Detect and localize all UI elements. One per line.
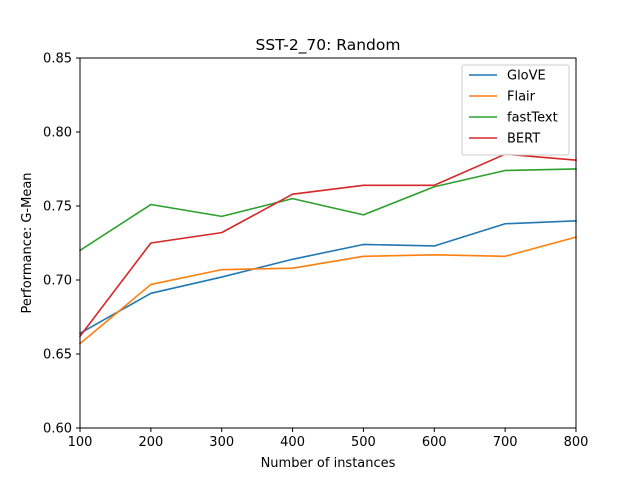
y-tick-label: 0.80: [43, 126, 72, 141]
legend-box: [461, 64, 570, 156]
plot-frame: [79, 57, 577, 429]
x-tick-label: 500: [351, 435, 376, 450]
y-tick-label: 0.75: [43, 200, 72, 215]
x-tick-label: 600: [422, 435, 447, 450]
y-axis: 0.60 0.65 0.70 0.75 0.80 0.85: [43, 52, 80, 437]
x-tick-label: 200: [138, 435, 163, 450]
series-line-fasttext: [78, 168, 577, 252]
x-tick-label: 800: [564, 435, 589, 450]
series-layer: [78, 153, 577, 345]
chart-title: SST-2_70: Random: [256, 36, 401, 55]
legend-label: fastText: [507, 111, 558, 126]
y-axis-label: Performance: G-Mean: [20, 172, 35, 313]
x-axis-label: Number of instances: [261, 456, 396, 471]
x-tick-label: 300: [209, 435, 234, 450]
x-tick-label: 700: [493, 435, 518, 450]
legend-label: BERT: [507, 132, 540, 147]
series-line-flair: [78, 236, 577, 345]
series-line-glove: [78, 219, 577, 335]
x-tick-label: 400: [280, 435, 305, 450]
legend-label: Flair: [507, 90, 536, 105]
y-tick-label: 0.60: [43, 422, 72, 437]
x-axis: 100 200 300 400 500 600 700 800: [68, 428, 589, 450]
y-tick-label: 0.70: [43, 274, 72, 289]
legend-label: GloVE: [507, 69, 546, 84]
y-tick-label: 0.85: [43, 52, 72, 67]
y-tick-label: 0.65: [43, 348, 72, 363]
legend: GloVE Flair fastText BERT: [461, 64, 570, 156]
x-tick-label: 100: [68, 435, 93, 450]
series-line-bert: [78, 153, 577, 338]
